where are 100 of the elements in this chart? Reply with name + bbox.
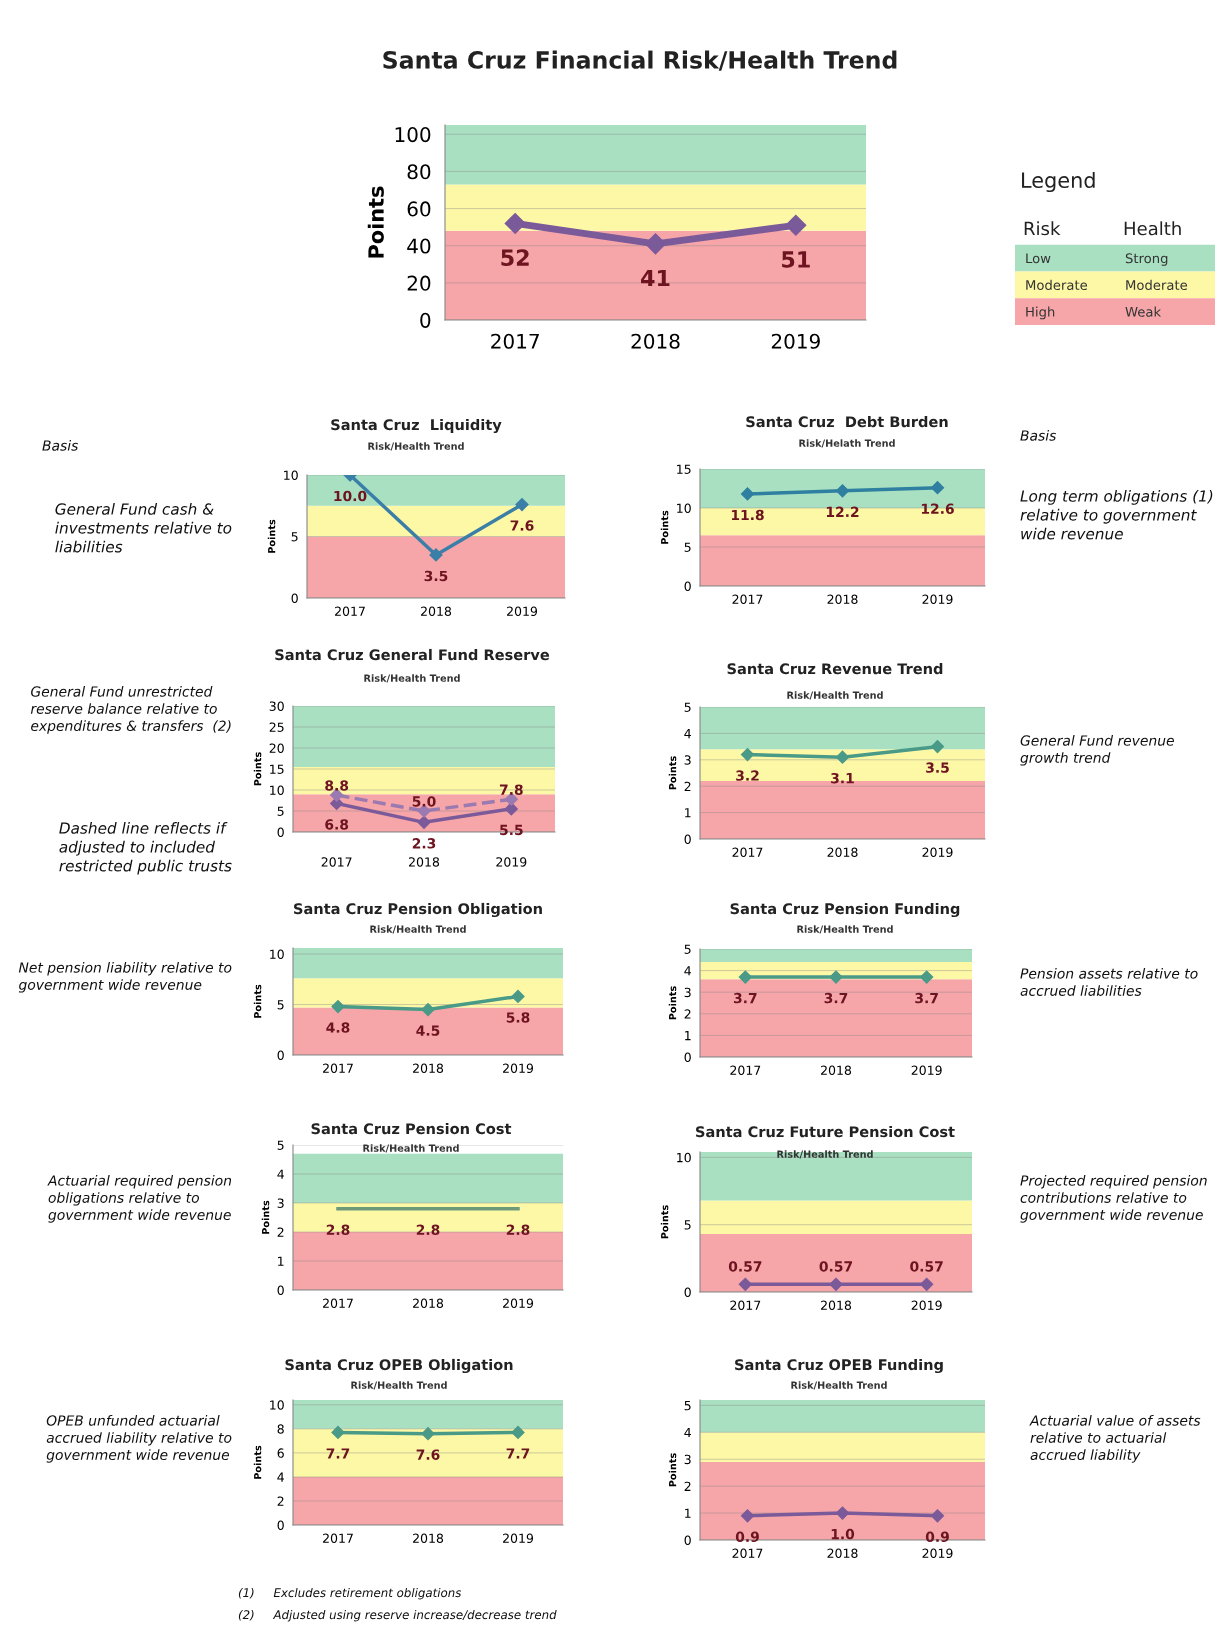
y-tick-label: 0	[684, 1287, 691, 1297]
chart-subtitle: Risk/Health Trend	[797, 925, 893, 934]
y-axis-title: Points	[367, 186, 384, 258]
y-tick-label: 0	[277, 1285, 284, 1295]
text: General Fund unrestricted reserve balance relative to expenditures & transfers (2)	[30, 686, 231, 734]
chart-title: Santa Cruz Debt Burden	[746, 415, 948, 428]
x-tick-label: 2017	[730, 1300, 761, 1311]
y-tick-label: 2	[684, 781, 691, 791]
y-tick-label: 4	[684, 966, 691, 976]
y-axis-title: Points	[660, 510, 669, 544]
chart-subtitle: Risk/Health Trend	[787, 691, 883, 700]
chart-title: Santa Cruz Liquidity	[331, 418, 502, 434]
text: Basis	[1020, 430, 1057, 441]
y-tick-label: 0	[420, 312, 431, 328]
x-tick-label: 2019	[922, 594, 953, 605]
x-tick-label: 2018	[409, 857, 440, 867]
y-tick-label: 15	[677, 464, 691, 474]
y-tick-label: 5	[684, 1401, 691, 1411]
data-label: 2.8	[506, 1224, 530, 1236]
y-tick-label: 10	[270, 949, 284, 959]
data-label: 7.8	[499, 784, 523, 795]
y-tick-label: 30	[269, 701, 284, 711]
text: General Fund cash & investments relative to liabilities	[55, 503, 232, 553]
y-axis-title: Points	[668, 756, 677, 790]
x-tick-label: 2019	[507, 606, 538, 617]
data-label: 51	[782, 251, 810, 268]
text: Strong	[1125, 253, 1168, 266]
text: Moderate	[1126, 279, 1188, 291]
text: (2) Adjusted using reserve increase/decrease trend	[238, 1610, 557, 1622]
text: General Fund revenue growth trend	[1020, 735, 1174, 766]
x-tick-label: 2018	[413, 1298, 444, 1309]
y-tick-label: 4	[277, 1472, 284, 1482]
chart-subtitle: Risk/Health Trend	[364, 674, 460, 683]
y-tick-label: 5	[277, 1140, 284, 1150]
y-tick-label: 2	[684, 1009, 691, 1019]
data-label: 0.9	[735, 1531, 759, 1543]
point	[504, 212, 526, 234]
y-tick-label: 1	[685, 808, 691, 818]
y-tick-label: 80	[407, 164, 431, 180]
text: Low	[1026, 253, 1051, 264]
point	[740, 747, 755, 762]
x-tick-label: 2019	[911, 1065, 942, 1076]
data-label: 3.7	[824, 992, 848, 1004]
chart-subtitle: Risk/Health Trend	[777, 1150, 873, 1159]
x-tick-label: 2019	[496, 857, 527, 867]
data-label: 41	[641, 269, 670, 287]
x-tick-label: 2017	[323, 1063, 353, 1074]
data-label: 5.8	[506, 1012, 530, 1023]
y-tick-label: 15	[270, 764, 284, 774]
y-tick-label: 0	[684, 1052, 691, 1062]
y-tick-label: 5	[684, 702, 691, 712]
x-tick-label: 2018	[821, 1065, 852, 1076]
y-tick-label: 60	[407, 201, 431, 217]
y-tick-label: 0	[277, 1050, 284, 1060]
y-axis-title: Points	[253, 1445, 262, 1479]
y-tick-label: 0	[684, 581, 691, 591]
x-tick-label: 2018	[413, 1533, 444, 1544]
data-label: 2.8	[416, 1224, 440, 1236]
x-tick-label: 2018	[413, 1063, 444, 1074]
y-tick-label: 5	[277, 1000, 284, 1010]
x-tick-label: 2018	[827, 594, 858, 605]
text: Long term obligations (1) relative to government wide revenue	[1020, 490, 1213, 540]
y-tick-label: 100	[395, 127, 431, 143]
y-tick-label: 0	[291, 593, 298, 603]
y-tick-label: 3	[684, 755, 691, 765]
text: Projected required pension contributions relative to government wide revenue	[1020, 1175, 1207, 1223]
y-tick-label: 10	[677, 1152, 691, 1163]
y-tick-label: 5	[291, 532, 298, 542]
y-tick-label: 2	[684, 1481, 691, 1491]
text: Basis	[42, 440, 79, 451]
data-label: 0.57	[819, 1261, 853, 1272]
x-tick-label: 2018	[421, 606, 452, 617]
text: Net pension liability relative to government wide revenue	[18, 962, 232, 993]
point	[421, 1002, 435, 1017]
point	[417, 815, 431, 829]
x-tick-label: 2018	[827, 1548, 858, 1559]
data-label: 3.1	[831, 772, 854, 784]
data-label: 10.0	[334, 490, 367, 502]
data-label: 3.7	[733, 992, 757, 1004]
data-label: 7.7	[506, 1448, 530, 1459]
x-tick-label: 2017	[732, 847, 763, 858]
point	[785, 214, 807, 236]
text: Risk	[1024, 221, 1061, 236]
chart-subtitle: Risk/Health Trend	[791, 1381, 887, 1390]
point	[511, 989, 525, 1004]
chart-subtitle: Risk/Health Trend	[370, 925, 466, 934]
chart-subtitle: Risk/Helath Trend	[799, 439, 895, 448]
x-tick-label: 2019	[503, 1533, 534, 1544]
y-tick-label: 5	[684, 944, 691, 954]
y-tick-label: 25	[269, 722, 284, 732]
data-label: 6.8	[325, 819, 349, 830]
data-label: 5.5	[500, 824, 523, 836]
data-label: 4.8	[326, 1022, 350, 1033]
x-tick-label: 2018	[631, 333, 680, 349]
text: High	[1026, 306, 1055, 320]
data-label: 2.3	[412, 838, 436, 849]
text: Moderate	[1026, 279, 1088, 291]
x-tick-label: 2017	[491, 333, 539, 349]
y-tick-label: 4	[684, 729, 691, 739]
chart-subtitle: Risk/Health Trend	[368, 442, 464, 451]
